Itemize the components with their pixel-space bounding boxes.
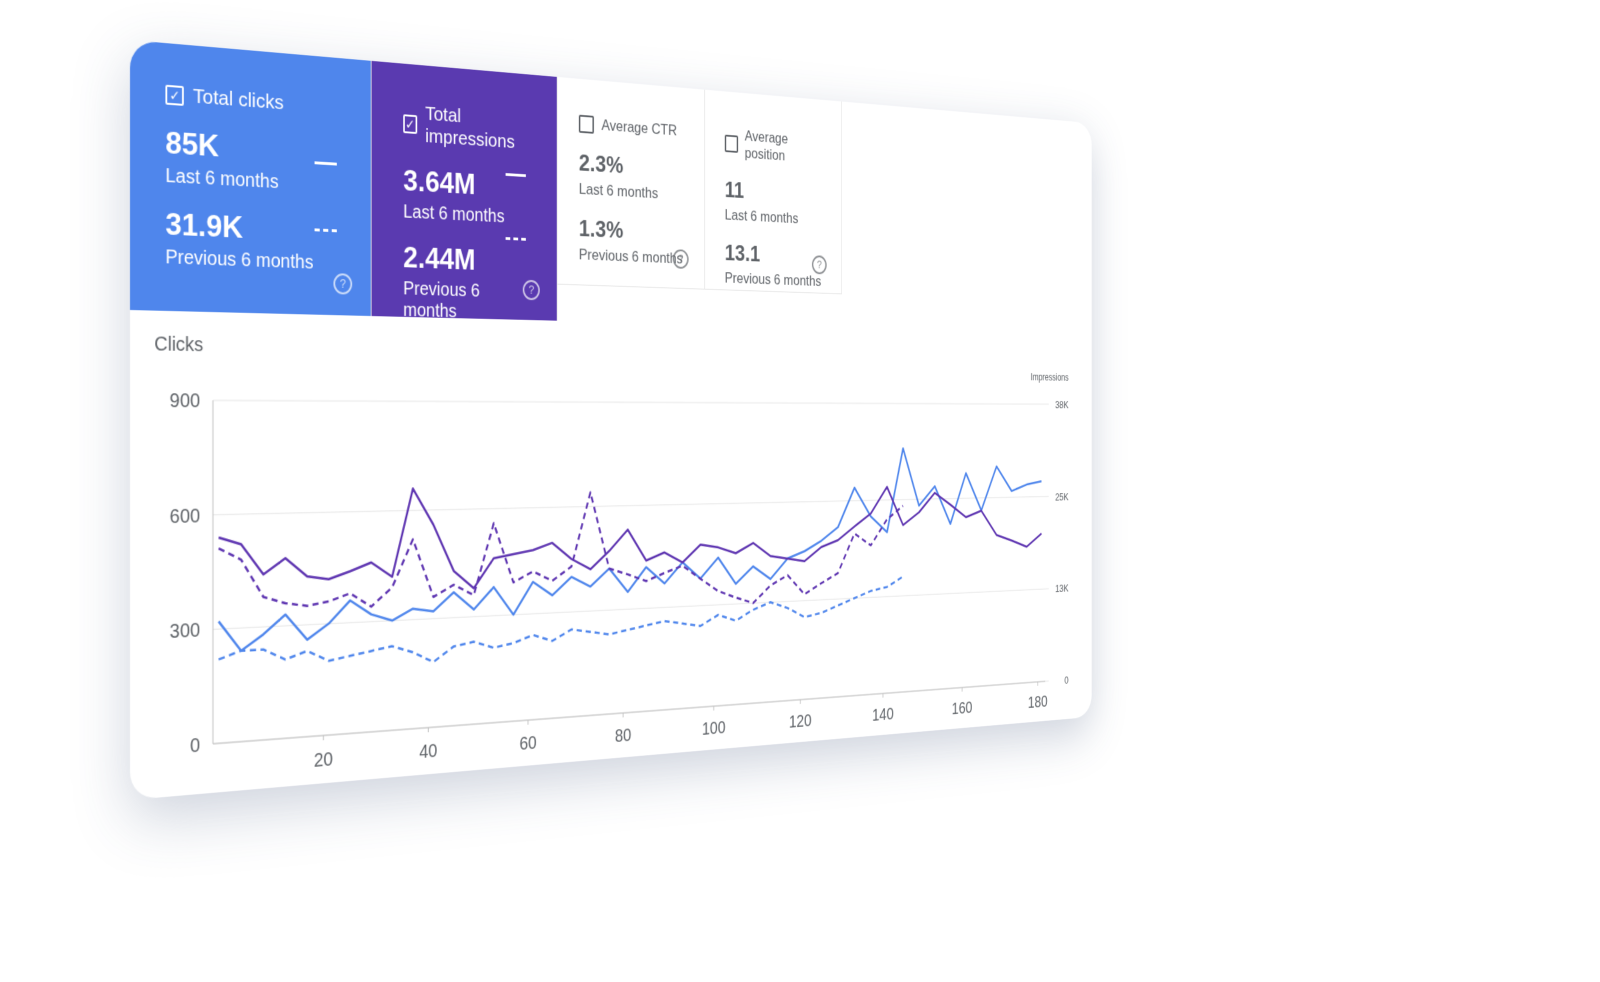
metric-value: 13.1: [725, 239, 823, 270]
performance-card: ✓ Total clicks 85K Last 6 months 31.9K Pr…: [130, 40, 1092, 800]
x-tick-label: 160: [952, 698, 973, 718]
metric-card[interactable]: Average CTR 2.3% Last 6 months 1.3% Prev…: [558, 77, 705, 290]
grid-line: [213, 400, 1045, 404]
metric-period: Previous 6 months: [165, 246, 338, 275]
metric-value: 31.9K: [165, 206, 338, 250]
metrics: ✓ Total clicks 85K Last 6 months 31.9K Pr…: [130, 40, 1092, 334]
y-axis-title: Clicks: [154, 333, 203, 356]
metric-value: 2.3%: [579, 149, 684, 183]
y2-tick-label: 0: [1064, 675, 1068, 687]
checkbox[interactable]: ✓: [165, 85, 183, 106]
x-tick-label: 180: [1028, 693, 1048, 713]
y2-axis-title: Impressions: [1031, 372, 1069, 383]
chart: Clicks Impressions 0 300 600 900 0 13K 25K 38K 2…: [130, 310, 1092, 800]
help-icon[interactable]: ?: [673, 249, 689, 269]
metric-period: Last 6 months: [403, 201, 527, 229]
metric-value: 85K: [165, 124, 338, 171]
x-tick-label: 20: [314, 749, 333, 772]
x-tick-label: 140: [872, 705, 894, 726]
metric-value: 2.44M: [403, 240, 527, 279]
grid-line: [213, 497, 1045, 515]
y-tick-label: 300: [170, 620, 201, 644]
y2-tick-label: 38K: [1055, 399, 1069, 410]
metric-value: 3.64M: [403, 163, 527, 204]
metric-title: Average CTR: [579, 115, 684, 141]
help-icon[interactable]: ?: [812, 255, 827, 274]
y2-tick-label: 13K: [1055, 583, 1069, 595]
checkbox[interactable]: ✓: [403, 114, 417, 134]
metric-title: Average position: [725, 126, 823, 167]
y-tick-label: 0: [190, 734, 200, 757]
metric-value: 11: [725, 176, 823, 208]
x-tick-label: 120: [789, 711, 812, 732]
metric-period: Last 6 months: [725, 206, 823, 228]
series-line: [219, 478, 1042, 599]
series-line: [219, 487, 903, 629]
x-tick-label: 80: [615, 725, 632, 746]
metric-title: ✓ Total clicks: [165, 83, 338, 119]
metric-title-text: Average CTR: [601, 116, 676, 139]
metric-period: Last 6 months: [579, 180, 684, 204]
stage: ✓ Total clicks 85K Last 6 months 31.9K Pr…: [130, 40, 1092, 800]
y-tick-label: 900: [170, 390, 201, 412]
metric-title-text: Total clicks: [193, 85, 284, 115]
metric-value: 1.3%: [579, 214, 684, 247]
metric-title-text: Total impressions: [425, 103, 527, 155]
help-icon[interactable]: ?: [523, 280, 540, 301]
metric-card[interactable]: ✓ Total clicks 85K Last 6 months 31.9K Pr…: [130, 40, 372, 316]
help-icon[interactable]: ?: [333, 273, 352, 295]
page: ✓ Total clicks 85K Last 6 months 31.9K Pr…: [0, 0, 1600, 982]
checkbox[interactable]: [579, 115, 594, 134]
series-line: [219, 577, 903, 675]
legend-dashed: [506, 237, 526, 241]
metric-card[interactable]: ✓ Total impressions 3.64M Last 6 months 2…: [372, 61, 558, 321]
series-line: [219, 447, 1042, 652]
metric-period: Previous 6 months: [725, 270, 823, 291]
x-tick-label: 100: [702, 718, 726, 740]
metric-title-text: Average position: [745, 128, 823, 168]
checkbox[interactable]: [725, 135, 738, 153]
metric-period: Previous 6 months: [579, 246, 684, 268]
metric-title: ✓ Total impressions: [403, 101, 527, 154]
x-tick-label: 60: [519, 733, 536, 755]
metric-card[interactable]: Average position 11 Last 6 months 13.1 P…: [705, 90, 842, 295]
grid-line: [213, 589, 1045, 629]
y2-tick-label: 25K: [1055, 491, 1069, 503]
x-tick-label: 40: [419, 740, 437, 763]
y-tick-label: 600: [170, 505, 201, 528]
